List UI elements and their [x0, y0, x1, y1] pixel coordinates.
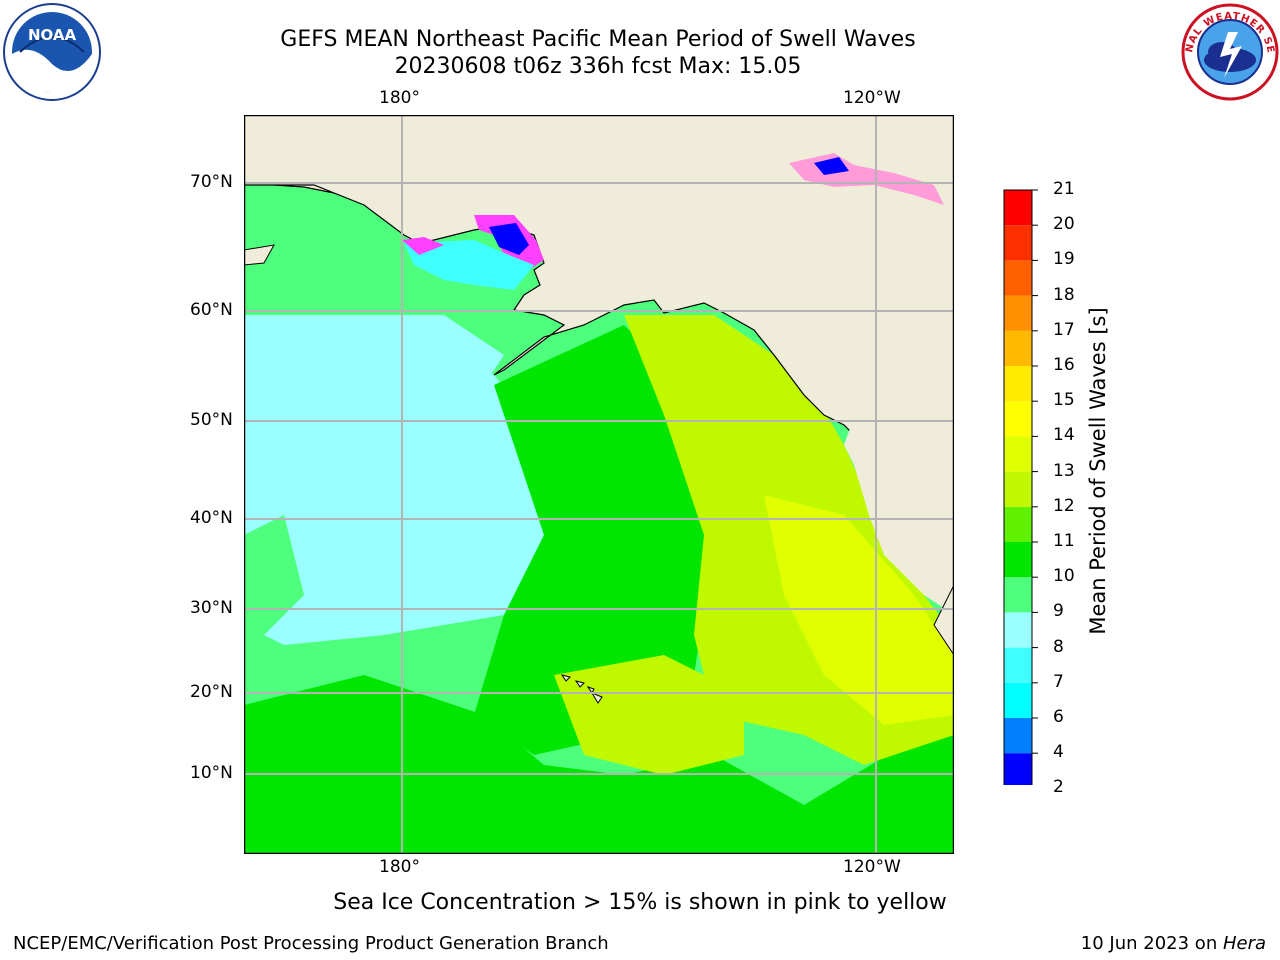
graticule [244, 115, 954, 854]
swell-zone-12s-south [554, 655, 744, 775]
colorbar-tick-label: 16 [1053, 355, 1075, 375]
lat-tick-30n: 30°N [190, 598, 233, 618]
colorbar-segment [1004, 401, 1032, 437]
footer-credit: NCEP/EMC/Verification Post Processing Pr… [13, 933, 609, 954]
map-frame [244, 115, 954, 854]
sea-ice-note: Sea Ice Concentration > 15% is shown in … [333, 890, 947, 915]
colorbar-tick-label: 21 [1053, 179, 1075, 199]
colorbar-tick-label: 13 [1053, 460, 1075, 481]
colorbar-segment [1004, 366, 1032, 402]
colorbar-segment [1004, 647, 1032, 683]
colorbar-tick-label: 8 [1053, 636, 1064, 657]
colorbar-segment [1004, 542, 1032, 578]
colorbar-tick-label: 2 [1053, 777, 1064, 798]
land-mexico [933, 584, 954, 656]
map-panel [244, 115, 954, 854]
swell-zone-7-8s-north [244, 315, 504, 415]
colorbar-tick-label: 10 [1053, 566, 1075, 587]
colorbar-tick-label: 19 [1053, 249, 1075, 270]
chart-subtitle: 20230608 t06z 336h fcst Max: 15.05 [394, 54, 802, 79]
colorbar-segment [1004, 682, 1032, 718]
colorbar-tick-label: 4 [1053, 742, 1064, 763]
nws-logo: NATIONAL WEATHER SERVICE [1180, 2, 1279, 101]
colorbar-segment [1004, 506, 1032, 542]
colorbar-segment [1004, 612, 1032, 648]
colorbar-tick-label: 6 [1053, 707, 1064, 727]
chart-title: GEFS MEAN Northeast Pacific Mean Period … [280, 27, 916, 52]
footer-date-text: 10 Jun 2023 on [1080, 933, 1223, 954]
colorbar-tick-label: 11 [1053, 531, 1075, 551]
lat-tick-40n: 40°N [190, 508, 233, 528]
land-bering-siberia [244, 244, 275, 266]
colorbar-tick-label: 18 [1053, 284, 1075, 305]
colorbar-label: Mean Period of Swell Waves [s] [1086, 307, 1110, 635]
colorbar-tick-label: 17 [1053, 319, 1075, 340]
colorbar-tick-label: 9 [1053, 601, 1064, 622]
colorbar-tick-label: 7 [1053, 671, 1064, 692]
lon-tick-top-180: 180° [379, 88, 420, 108]
noaa-logo-text: NOAA [28, 26, 77, 44]
lat-tick-70n: 70°N [190, 172, 233, 192]
colorbar-segment [1004, 718, 1032, 754]
lat-tick-20n: 20°N [190, 682, 233, 702]
colorbar-tick-label: 15 [1053, 390, 1075, 411]
sea-ice-bering-strait [404, 240, 534, 290]
land-west-usa [844, 115, 954, 615]
sea-ice-chukchi-core [489, 223, 529, 255]
colorbar-segment [1004, 471, 1032, 507]
colorbar-tick-label: 14 [1053, 425, 1075, 446]
colorbar-segment [1004, 295, 1032, 331]
colorbar-segment [1004, 225, 1032, 261]
lat-tick-10n: 10°N [190, 763, 233, 783]
hawaii-islands [560, 674, 603, 704]
colorbar-segment [1004, 577, 1032, 613]
colorbar-tick-label: 20 [1053, 214, 1075, 235]
noaa-logo: NOAA [3, 3, 101, 101]
sea-ice-bering-edge [402, 237, 444, 255]
swell-zone-10-11s [474, 325, 714, 755]
colorbar-segment [1004, 260, 1032, 296]
colorbar-tick-label: 12 [1053, 495, 1075, 516]
sea-ice-beaufort-core [814, 157, 849, 175]
swell-zone-9s-sw [244, 515, 304, 635]
colorbar-frame [1003, 189, 1033, 785]
lon-tick-top-120w: 120°W [843, 88, 901, 108]
colorbar-segment [1004, 753, 1032, 785]
lat-tick-50n: 50°N [190, 410, 233, 430]
colorbar-segment [1004, 190, 1032, 226]
colorbar-segment [1004, 330, 1032, 366]
lat-tick-60n: 60°N [190, 300, 233, 320]
colorbar-segment [1004, 436, 1032, 472]
footer-date: 10 Jun 2023 on Hera [1081, 933, 1266, 954]
footer-machine: Hera [1222, 933, 1266, 954]
colorbar [1003, 189, 1038, 785]
lon-tick-bottom-180: 180° [379, 857, 420, 877]
swell-zone-10-11s-south [244, 675, 954, 854]
lon-tick-bottom-120w: 120°W [843, 857, 901, 877]
